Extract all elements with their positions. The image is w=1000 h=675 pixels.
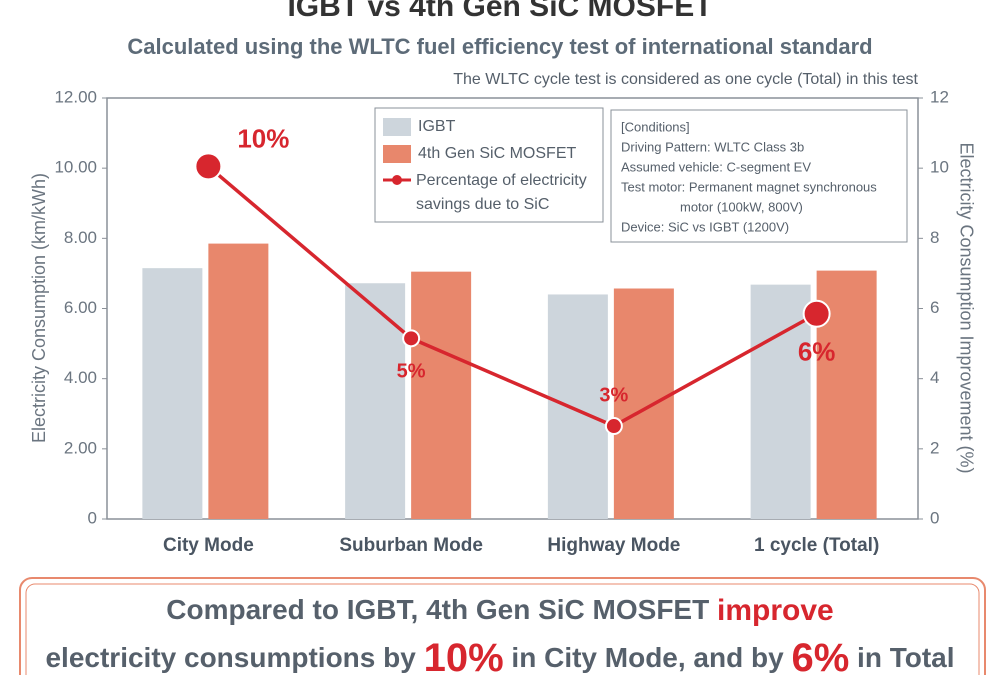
legend-label: 4th Gen SiC MOSFET [418,145,576,162]
y-tick-label: 10.00 [54,158,97,177]
legend-label: Percentage of electricity savings due to… [416,172,587,213]
conditions-line: Device: SiC vs IGBT (1200V) [621,219,789,234]
y2-tick-label: 12 [930,87,949,106]
legend-box [374,107,604,223]
summary-box-inner [25,583,980,675]
y2-tick-label: 2 [930,438,939,457]
bar [411,271,472,519]
summary-highlight: 6% [791,636,849,675]
conditions-line: Assumed vehicle: C-segment EV [621,159,811,174]
summary-box [19,577,986,675]
y2-tick-label: 10 [930,158,949,177]
line [207,165,818,428]
summary-text: Compared to IGBT, 4th Gen SiC MOSFET [166,594,717,625]
y2-axis-title: Electricity Consumption Improvement (%) [956,142,976,473]
chart-title: IGBT vs 4th Gen SiC MOSFET [287,0,712,23]
summary-text: in City Mode, and by [504,642,792,673]
y-tick-label: 0 [88,508,97,527]
data-label: 6% [798,337,836,367]
summary-line: electricity consumptions by 10% in City … [45,636,954,675]
legend-swatch [383,118,411,136]
chart-subtitle: Calculated using the WLTC fuel efficienc… [127,34,872,59]
bar [547,294,608,519]
legend-label: IGBT [418,118,456,135]
bar [142,268,203,519]
conditions-line: [Conditions] [621,119,690,134]
bar [613,288,674,519]
x-tick-label: City Mode [163,535,254,556]
conditions-line: Test motor: Permanent magnet synchronous [621,179,877,194]
y-axis-title: Electricity Consumption (km/kWh) [29,173,49,443]
x-tick-label: 1 cycle (Total) [754,535,879,556]
y2-tick-label: 8 [930,228,939,247]
bar [208,243,269,520]
bar [345,283,406,519]
line-marker [604,417,623,436]
y-tick-label: 12.00 [54,87,97,106]
summary-text: in Total [849,642,954,673]
data-label: 5% [397,361,426,383]
line-marker [194,152,223,181]
x-tick-label: Highway Mode [547,535,680,556]
y2-tick-label: 6 [930,298,939,317]
y-tick-label: 8.00 [64,228,97,247]
data-label: 3% [599,384,628,406]
line-marker [802,299,831,328]
summary-text: electricity consumptions by [45,642,423,673]
x-tick-label: Suburban Mode [339,535,483,556]
y-tick-label: 2.00 [64,438,97,457]
conditions-box [610,109,908,243]
conditions-line: Driving Pattern: WLTC Class 3b [621,139,804,154]
summary-line: Compared to IGBT, 4th Gen SiC MOSFET imp… [166,594,833,627]
data-label: 10% [237,123,289,153]
y2-tick-label: 4 [930,368,939,387]
legend-swatch [392,175,402,185]
y-tick-label: 4.00 [64,368,97,387]
conditions-line: motor (100kW, 800V) [680,199,803,214]
y2-tick-label: 0 [930,508,939,527]
summary-highlight: 10% [424,636,504,675]
note: The WLTC cycle test is considered as one… [453,71,918,88]
summary-highlight: improve [717,594,834,627]
bar [750,284,811,519]
line-marker [402,329,421,348]
legend-swatch [383,145,411,163]
y-tick-label: 6.00 [64,298,97,317]
